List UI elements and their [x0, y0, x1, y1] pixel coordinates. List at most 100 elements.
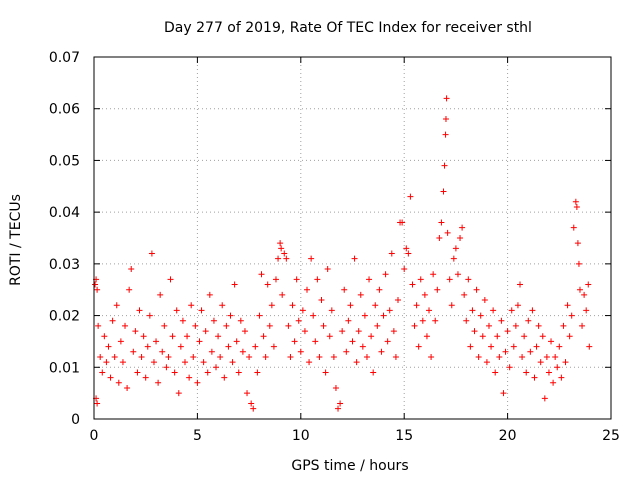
data-point: [248, 400, 255, 407]
data-point: [173, 307, 180, 314]
data-point: [407, 193, 414, 200]
x-tick-label: 20: [499, 428, 517, 444]
data-point: [260, 333, 267, 340]
data-point: [523, 369, 530, 376]
y-tick-label: 0: [71, 412, 80, 428]
data-point: [161, 322, 168, 329]
data-point: [148, 250, 155, 257]
data-point: [535, 322, 542, 329]
data-point: [438, 219, 445, 226]
data-point: [202, 328, 209, 335]
data-point: [403, 245, 410, 252]
y-tick-labels: 0 0.01 0.02 0.03 0.04 0.05 0.06 0.07: [49, 50, 80, 428]
data-point: [376, 286, 383, 293]
data-point: [392, 353, 399, 360]
data-point: [295, 317, 302, 324]
data-point: [304, 286, 311, 293]
data-point: [101, 333, 108, 340]
data-point: [235, 369, 242, 376]
data-point: [349, 338, 356, 345]
data-point: [500, 390, 507, 397]
data-point: [351, 255, 358, 262]
data-point: [258, 271, 265, 278]
data-point: [570, 224, 577, 231]
data-point: [581, 291, 588, 298]
data-point: [204, 369, 211, 376]
data-point: [442, 131, 449, 138]
y-tick-label: 0.01: [49, 360, 80, 376]
data-point: [175, 390, 182, 397]
data-point: [461, 291, 468, 298]
data-point: [306, 359, 313, 366]
data-point: [289, 302, 296, 309]
data-point: [576, 286, 583, 293]
data-point: [328, 307, 335, 314]
data-point: [246, 353, 253, 360]
x-tick-label: 0: [90, 428, 99, 444]
data-point: [572, 198, 579, 205]
data-point: [221, 374, 228, 381]
data-point: [159, 348, 166, 355]
data-point: [122, 322, 129, 329]
data-point: [219, 302, 226, 309]
data-point: [355, 328, 362, 335]
data-point: [92, 281, 99, 288]
data-point: [343, 348, 350, 355]
data-point: [363, 353, 370, 360]
data-point: [508, 307, 515, 314]
grid-lines: [94, 57, 611, 419]
data-point: [558, 374, 565, 381]
data-point: [492, 369, 499, 376]
data-point: [140, 333, 147, 340]
data-point: [227, 312, 234, 319]
data-marks: [92, 95, 593, 412]
x-tick-label: 25: [602, 428, 620, 444]
data-point: [388, 250, 395, 257]
data-point: [281, 250, 288, 257]
plot-frame: [93, 56, 612, 420]
data-point: [208, 348, 215, 355]
data-point: [283, 255, 290, 262]
data-point: [345, 317, 352, 324]
data-point: [115, 379, 122, 386]
data-point: [443, 95, 450, 102]
data-point: [394, 297, 401, 304]
data-point: [390, 328, 397, 335]
y-axis-label: ROTI / TECUs: [8, 194, 24, 286]
data-point: [436, 235, 443, 241]
data-point: [579, 322, 586, 329]
data-point: [537, 359, 544, 366]
data-point: [585, 281, 592, 288]
data-point: [144, 343, 151, 350]
data-point: [444, 229, 451, 236]
data-point: [541, 395, 548, 402]
data-point: [448, 302, 455, 309]
data-point: [545, 369, 552, 376]
data-point: [310, 312, 317, 319]
data-point: [264, 281, 271, 288]
data-point: [372, 302, 379, 309]
chart-title: Day 277 of 2019, Rate Of TEC Index for r…: [164, 20, 532, 36]
data-point: [335, 405, 342, 412]
data-point: [531, 374, 538, 381]
data-point: [430, 271, 437, 278]
data-point: [231, 281, 238, 288]
data-point: [184, 333, 191, 340]
data-point: [562, 359, 569, 366]
data-point: [353, 359, 360, 366]
data-point: [179, 317, 186, 324]
y-tick-label: 0.07: [49, 50, 80, 66]
data-point: [186, 374, 193, 381]
data-point: [401, 266, 408, 273]
data-point: [138, 353, 145, 360]
data-point: [213, 364, 220, 371]
data-point: [268, 302, 275, 309]
data-point: [426, 307, 433, 314]
data-point: [130, 348, 137, 355]
data-point: [196, 338, 203, 345]
data-point: [285, 322, 292, 329]
data-point: [299, 307, 306, 314]
data-point: [517, 281, 524, 288]
data-point: [519, 353, 526, 360]
